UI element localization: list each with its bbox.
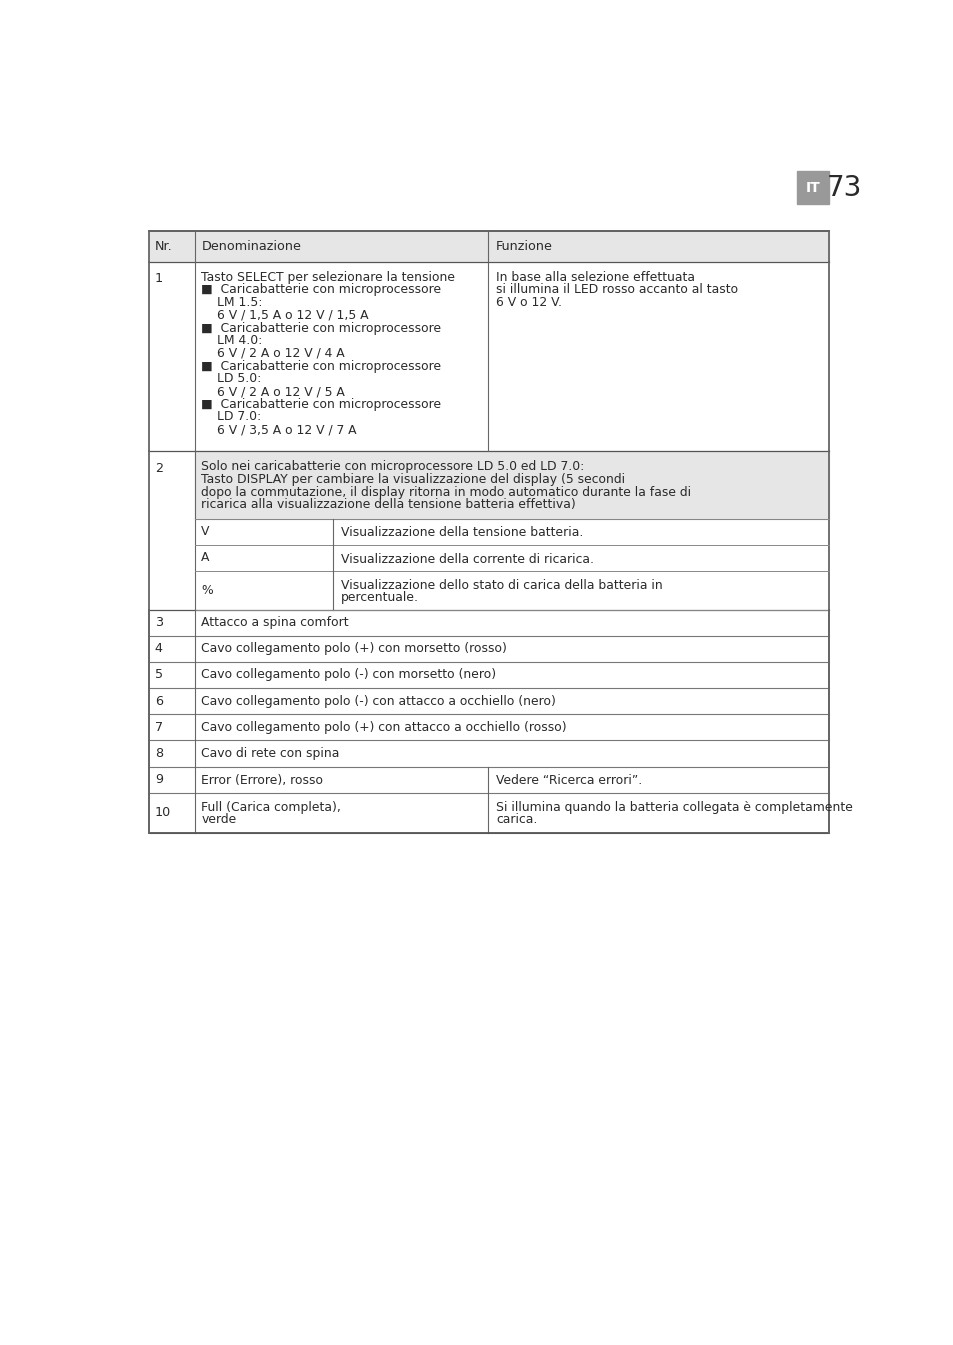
Text: Solo nei caricabatterie con microprocessore LD 5.0 ed LD 7.0:: Solo nei caricabatterie con microprocess…: [201, 460, 584, 473]
Text: 2: 2: [154, 461, 163, 475]
Text: IT: IT: [804, 180, 820, 195]
Text: 5: 5: [154, 668, 163, 682]
Text: Tasto SELECT per selezionare la tensione: Tasto SELECT per selezionare la tensione: [201, 270, 455, 284]
Text: 9: 9: [154, 773, 163, 787]
Bar: [195, 572, 828, 609]
Text: 7: 7: [154, 721, 163, 734]
Text: verde: verde: [201, 814, 236, 826]
Bar: [149, 662, 828, 689]
Text: ricarica alla visualizzazione della tensione batteria effettiva): ricarica alla visualizzazione della tens…: [201, 498, 576, 511]
Text: 6 V / 2 A o 12 V / 5 A: 6 V / 2 A o 12 V / 5 A: [216, 385, 344, 398]
Text: %: %: [201, 584, 213, 597]
Text: Cavo collegamento polo (+) con attacco a occhiello (rosso): Cavo collegamento polo (+) con attacco a…: [201, 721, 566, 734]
Text: carica.: carica.: [496, 814, 537, 826]
Text: Full (Carica completa),: Full (Carica completa),: [201, 800, 341, 814]
Bar: [195, 519, 828, 545]
Text: ■  Caricabatterie con microprocessore: ■ Caricabatterie con microprocessore: [201, 359, 441, 373]
Text: Cavo collegamento polo (+) con morsetto (rosso): Cavo collegamento polo (+) con morsetto …: [201, 643, 507, 655]
Bar: [195, 545, 828, 572]
Text: 1: 1: [154, 272, 163, 285]
Text: Error (Errore), rosso: Error (Errore), rosso: [201, 775, 323, 787]
Text: LD 7.0:: LD 7.0:: [216, 410, 261, 424]
Text: 3: 3: [154, 616, 163, 629]
Text: ■  Caricabatterie con microprocessore: ■ Caricabatterie con microprocessore: [201, 398, 441, 410]
Text: dopo la commutazione, il display ritorna in modo automatico durante la fase di: dopo la commutazione, il display ritorna…: [201, 486, 691, 499]
Text: 8: 8: [154, 746, 163, 760]
Bar: [149, 636, 828, 662]
Text: LD 5.0:: LD 5.0:: [216, 373, 261, 386]
Bar: [195, 451, 828, 519]
Text: Visualizzazione della tensione batteria.: Visualizzazione della tensione batteria.: [340, 526, 582, 539]
Text: Funzione: Funzione: [496, 239, 552, 253]
Text: In base alla selezione effettuata: In base alla selezione effettuata: [496, 270, 694, 284]
Text: 4: 4: [154, 643, 163, 655]
Text: Attacco a spina comfort: Attacco a spina comfort: [201, 616, 349, 629]
Text: A: A: [201, 551, 210, 565]
Text: Cavo collegamento polo (-) con morsetto (nero): Cavo collegamento polo (-) con morsetto …: [201, 668, 496, 682]
Text: LM 1.5:: LM 1.5:: [216, 296, 262, 309]
Text: 6 V / 1,5 A o 12 V / 1,5 A: 6 V / 1,5 A o 12 V / 1,5 A: [216, 309, 368, 321]
Text: Nr.: Nr.: [154, 239, 172, 253]
Text: ■  Caricabatterie con microprocessore: ■ Caricabatterie con microprocessore: [201, 321, 441, 335]
Text: Cavo di rete con spina: Cavo di rete con spina: [201, 746, 339, 760]
Bar: [149, 609, 828, 636]
Bar: [149, 741, 828, 767]
Bar: [149, 792, 828, 833]
Text: Denominazione: Denominazione: [201, 239, 301, 253]
Text: Visualizzazione della corrente di ricarica.: Visualizzazione della corrente di ricari…: [340, 553, 594, 565]
Text: V: V: [201, 526, 210, 538]
Text: Visualizzazione dello stato di carica della batteria in: Visualizzazione dello stato di carica de…: [340, 578, 662, 592]
Text: Si illumina quando la batteria collegata è completamente: Si illumina quando la batteria collegata…: [496, 800, 852, 814]
Bar: [149, 714, 828, 741]
Text: 6: 6: [154, 694, 163, 707]
Text: si illumina il LED rosso accanto al tasto: si illumina il LED rosso accanto al tast…: [496, 284, 738, 296]
Bar: [149, 231, 828, 261]
Text: LM 4.0:: LM 4.0:: [216, 335, 262, 347]
Text: Vedere “Ricerca errori”.: Vedere “Ricerca errori”.: [496, 775, 641, 787]
Text: 6 V o 12 V.: 6 V o 12 V.: [496, 296, 561, 309]
Text: Tasto DISPLAY per cambiare la visualizzazione del display (5 secondi: Tasto DISPLAY per cambiare la visualizza…: [201, 473, 625, 486]
Bar: [796, 171, 828, 203]
Bar: [149, 451, 828, 609]
Text: 6 V / 3,5 A o 12 V / 7 A: 6 V / 3,5 A o 12 V / 7 A: [216, 424, 356, 436]
Text: 10: 10: [154, 806, 171, 819]
Bar: [149, 767, 828, 792]
Bar: [149, 689, 828, 714]
Text: ■  Caricabatterie con microprocessore: ■ Caricabatterie con microprocessore: [201, 284, 441, 296]
Bar: [149, 261, 828, 451]
Text: 73: 73: [826, 174, 862, 202]
Text: percentuale.: percentuale.: [340, 592, 418, 604]
Text: Cavo collegamento polo (-) con attacco a occhiello (nero): Cavo collegamento polo (-) con attacco a…: [201, 694, 556, 707]
Text: 6 V / 2 A o 12 V / 4 A: 6 V / 2 A o 12 V / 4 A: [216, 347, 344, 360]
